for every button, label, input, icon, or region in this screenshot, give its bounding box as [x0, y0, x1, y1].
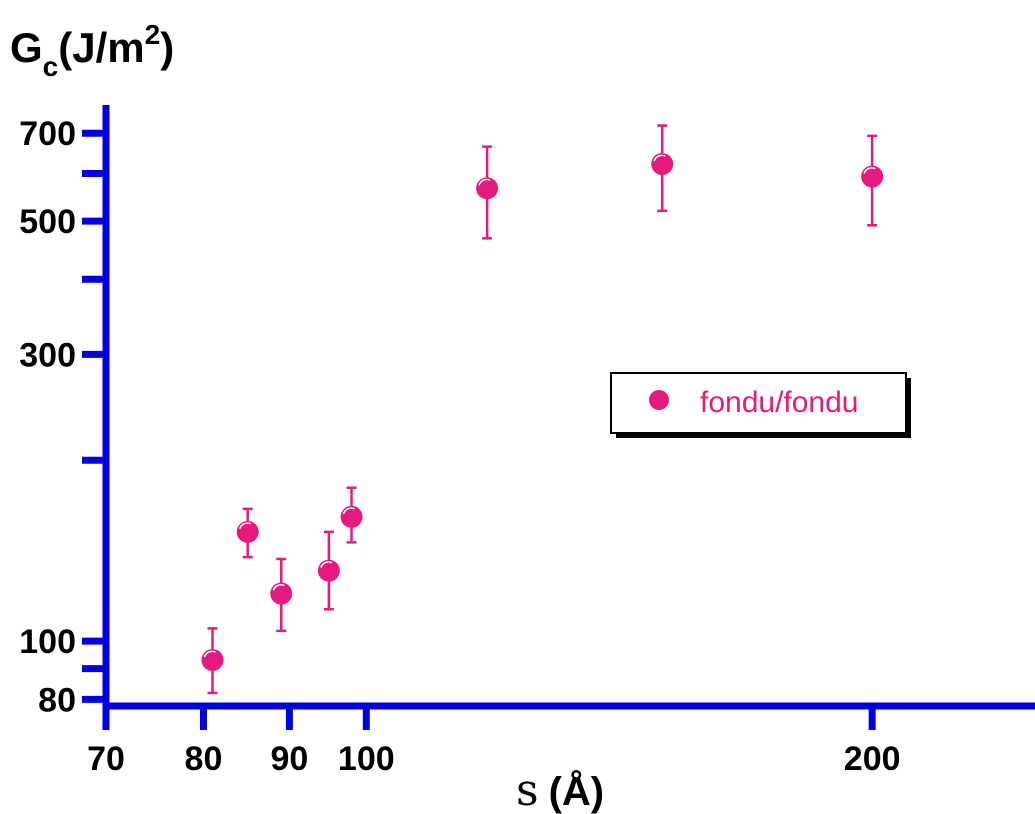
x-tick-label: 80	[185, 740, 223, 778]
data-point-highlight	[203, 650, 216, 658]
x-axis-label: s (Å)	[516, 765, 604, 814]
y-tick-label: 80	[38, 681, 76, 719]
y-axis-label-unit: (J/m	[58, 24, 144, 71]
data-point-marker	[476, 177, 499, 200]
y-axis-label-subscript: c	[43, 51, 59, 82]
data-point-marker	[270, 582, 293, 605]
data-point-marker	[201, 649, 224, 672]
y-axis-label-close: )	[160, 24, 174, 71]
y-tick-label: 500	[19, 203, 76, 241]
y-tick-label: 300	[19, 336, 76, 374]
data-point	[317, 530, 340, 611]
y-axis-label-symbol: G	[10, 24, 43, 71]
data-point-marker	[236, 520, 259, 543]
axes	[102, 105, 1035, 710]
x-axis-label-unit: (Å)	[549, 769, 605, 814]
data-point-highlight	[478, 178, 491, 186]
data-point-highlight	[320, 561, 333, 568]
data-point	[476, 145, 499, 240]
data-point-highlight	[272, 584, 285, 591]
data-point-marker	[861, 165, 884, 188]
data-point-highlight	[238, 522, 252, 530]
data-point	[201, 627, 224, 695]
data-point-highlight	[863, 167, 876, 174]
data-point-highlight	[342, 507, 355, 515]
svg-text:s(Å): s (Å)	[516, 765, 604, 814]
data-point	[270, 557, 293, 633]
y-axis-label: Gc(J/m2)	[10, 19, 174, 82]
x-tick-label: 90	[270, 740, 308, 778]
data-point	[651, 124, 674, 213]
data-point-highlight	[653, 154, 666, 162]
data-point-marker	[317, 559, 340, 582]
data-point	[340, 486, 363, 544]
legend-marker	[649, 390, 669, 410]
data-point	[236, 507, 259, 559]
x-axis-ticks: 70 80 90 100 200	[87, 706, 901, 778]
y-tick-label: 700	[19, 115, 76, 153]
y-tick-label: 100	[19, 623, 76, 661]
x-tick-label: 70	[87, 740, 125, 778]
data-point-marker	[651, 153, 674, 176]
y-axis-label-superscript: 2	[145, 19, 161, 50]
x-tick-label: 200	[844, 740, 901, 778]
x-tick-label: 100	[338, 740, 395, 778]
data-point	[861, 134, 884, 227]
svg-text:Gc(J/m2): Gc(J/m2)	[10, 19, 174, 82]
y-axis-ticks: 80 100 300 500 700	[19, 115, 106, 719]
legend: fondu/fondu	[610, 372, 911, 438]
data-points	[201, 124, 884, 695]
x-axis-label-symbol: s	[516, 765, 539, 814]
legend-label: fondu/fondu	[700, 386, 858, 419]
data-point-marker	[340, 505, 363, 528]
